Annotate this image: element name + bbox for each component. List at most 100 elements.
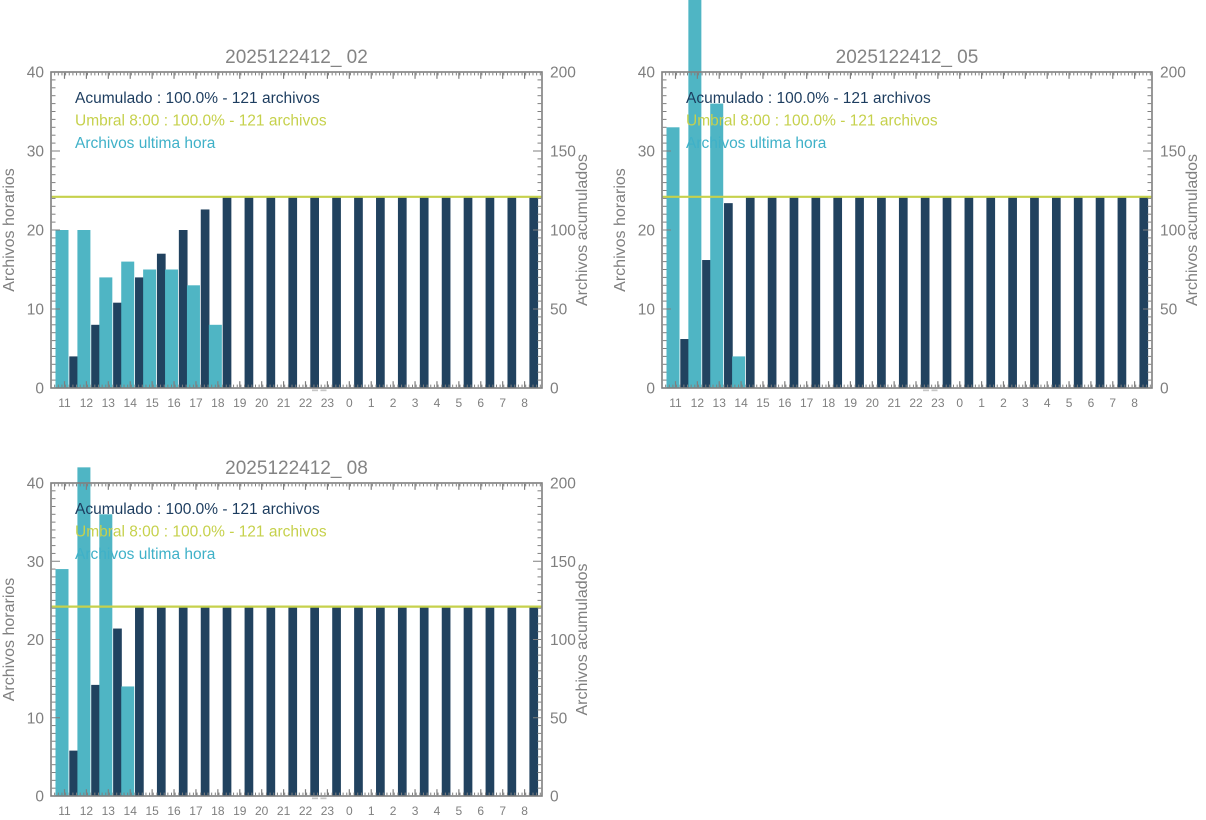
bar-hourly — [143, 269, 157, 388]
bar-accumulated — [1073, 196, 1083, 388]
bar-accumulated — [745, 196, 755, 388]
x-tick-label: 2 — [390, 804, 397, 818]
bar-accumulated — [702, 260, 711, 388]
x-tick-label: 7 — [1109, 396, 1116, 410]
bar-accumulated — [529, 606, 539, 796]
y-tick-label-right: 150 — [550, 554, 576, 571]
x-tick-label: 8 — [1131, 396, 1138, 410]
x-tick-label: 21 — [277, 804, 291, 818]
bar-accumulated — [91, 324, 100, 388]
bar-accumulated — [288, 606, 298, 796]
y-tick-label-left: 30 — [638, 144, 656, 161]
y-tick-label-right: 50 — [550, 302, 568, 319]
y-tick-label-right: 0 — [550, 789, 559, 806]
bar-accumulated — [680, 339, 689, 388]
bar-accumulated — [69, 750, 78, 796]
y-tick-label-left: 30 — [27, 554, 45, 571]
x-tick-label: 4 — [434, 396, 441, 410]
chart-title-1: 2025122412_ 02 — [225, 47, 368, 68]
x-tick-label: 11 — [669, 396, 682, 410]
y-tick-label-left: 20 — [27, 632, 45, 649]
x-tick-label: 3 — [412, 396, 419, 410]
x-tick-label: 23 — [321, 396, 335, 410]
axis-frame — [50, 482, 543, 797]
legend-accumulated-1: Acumulado : 100.0% - 121 archivos — [75, 90, 320, 107]
print-artifact — [320, 389, 327, 392]
y-tick-label-right: 0 — [1160, 381, 1169, 398]
x-tick-label: 18 — [211, 804, 225, 818]
print-artifact — [320, 797, 327, 800]
y-axis-title-right-2: Archivos acumulados — [1184, 154, 1201, 306]
y-tick-label-right: 200 — [550, 476, 576, 493]
x-tick-label: 3 — [412, 804, 419, 818]
x-tick-label: 19 — [233, 396, 247, 410]
bar-accumulated — [419, 606, 429, 796]
x-tick-label: 18 — [211, 396, 225, 410]
x-tick-label: 16 — [167, 804, 181, 818]
bar-hourly — [55, 569, 69, 796]
y-tick-label-left: 40 — [27, 476, 45, 493]
bar-accumulated — [833, 196, 843, 388]
bar-accumulated — [529, 196, 539, 388]
bar-accumulated — [310, 196, 319, 388]
x-tick-label: 17 — [189, 396, 203, 410]
x-tick-label: 18 — [822, 396, 836, 410]
bar-accumulated — [376, 606, 385, 796]
bar-hourly — [77, 467, 91, 796]
bar-accumulated — [178, 606, 188, 796]
y-tick-label-left: 40 — [638, 65, 656, 82]
bar-accumulated — [485, 606, 495, 796]
x-tick-label: 6 — [1088, 396, 1095, 410]
x-tick-label: 16 — [167, 396, 181, 410]
x-tick-label: 13 — [102, 396, 116, 410]
print-artifact — [931, 389, 938, 392]
x-tick-label: 15 — [145, 804, 159, 818]
bar-accumulated — [397, 606, 407, 796]
x-tick-label: 15 — [145, 396, 159, 410]
bar-accumulated — [441, 196, 451, 388]
y-axis-title-right-3: Archivos acumulados — [574, 563, 591, 715]
y-tick-label-right: 200 — [1160, 65, 1186, 82]
chart-title-2: 2025122412_ 05 — [836, 47, 979, 68]
x-tick-label: 8 — [521, 396, 528, 410]
bar-accumulated — [767, 196, 777, 388]
bar-accumulated — [156, 253, 166, 388]
x-tick-label: 22 — [299, 804, 313, 818]
y-tick-label-left: 0 — [35, 381, 44, 398]
y-tick-label-right: 150 — [1160, 144, 1186, 161]
bar-accumulated — [986, 196, 996, 388]
x-tick-label: 23 — [931, 396, 945, 410]
bar-accumulated — [354, 196, 363, 388]
y-tick-label-right: 50 — [1160, 302, 1178, 319]
bar-hourly — [99, 277, 113, 388]
bar-accumulated — [332, 606, 341, 796]
x-tick-label: 12 — [80, 804, 94, 818]
bar-accumulated — [855, 196, 864, 388]
bar-accumulated — [354, 606, 363, 796]
bar-accumulated — [1030, 196, 1039, 388]
x-tick-label: 12 — [691, 396, 705, 410]
y-tick-label-right: 150 — [550, 144, 576, 161]
bar-accumulated — [898, 196, 908, 388]
bar-accumulated — [1008, 196, 1017, 388]
x-tick-label: 7 — [499, 804, 506, 818]
axis-frame — [50, 71, 543, 389]
x-tick-label: 12 — [80, 396, 94, 410]
bar-accumulated — [135, 606, 144, 796]
bar-hourly — [666, 127, 680, 389]
x-tick-label: 2 — [1000, 396, 1007, 410]
bar-hourly — [55, 230, 69, 388]
chart-group-2: 11 12 13 14 15 16 17 18 19 20 21 22 23 0 1 2 3 4 5 6 7 801020… — [612, 0, 1201, 410]
bar-accumulated — [441, 606, 451, 796]
x-tick-label: 15 — [756, 396, 770, 410]
bar-accumulated — [376, 196, 385, 388]
axis-frame — [661, 71, 1153, 389]
bar-accumulated — [69, 356, 78, 388]
legend-lasthour-3: Archivos ultima hora — [75, 546, 216, 563]
x-tick-label: 21 — [277, 396, 291, 410]
chart-title-3: 2025122412_ 08 — [225, 458, 368, 479]
legend-threshold-3: Umbral 8:00 : 100.0% - 121 archivos — [75, 524, 327, 541]
bar-accumulated — [397, 196, 407, 388]
x-tick-label: 20 — [255, 396, 269, 410]
